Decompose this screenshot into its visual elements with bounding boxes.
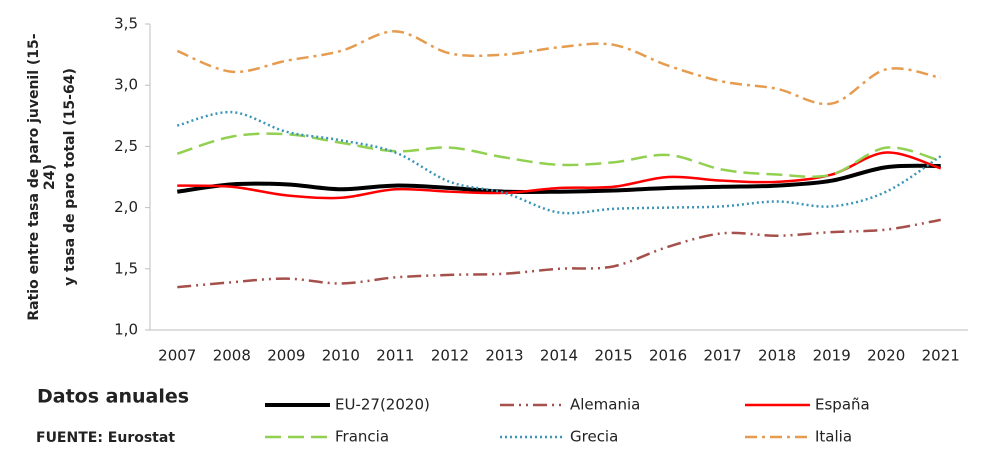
x-tick-label: 2016 xyxy=(649,347,687,365)
x-tick-label: 2021 xyxy=(922,347,960,365)
x-tick-label: 2013 xyxy=(485,347,523,365)
series-line xyxy=(176,30,941,106)
series-line xyxy=(176,132,942,178)
legend-label: España xyxy=(815,396,870,414)
note: Datos anuales xyxy=(37,386,189,408)
x-tick-label: 2017 xyxy=(704,347,742,365)
legend-label: Alemania xyxy=(570,396,640,414)
note: FUENTE: Eurostat xyxy=(36,430,175,446)
legend-label: Italia xyxy=(815,428,852,446)
y-axis-label: y tasa de paro total (15-64) xyxy=(62,68,78,286)
series-line xyxy=(176,163,941,195)
series-line xyxy=(177,151,942,200)
y-tick-label: 3,5 xyxy=(114,15,138,33)
x-tick-label: 2014 xyxy=(540,347,578,365)
legend-label: Francia xyxy=(335,428,389,446)
legend-label: Grecia xyxy=(570,428,618,446)
series-line xyxy=(177,218,941,289)
series-line xyxy=(176,110,942,215)
x-tick-label: 2020 xyxy=(867,347,905,365)
legend-label: EU-27(2020) xyxy=(335,396,430,414)
y-axis-label: Ratio entre tasa de paro juvenil (15- xyxy=(26,33,42,320)
x-tick-label: 2019 xyxy=(813,347,851,365)
x-tick-label: 2011 xyxy=(376,347,414,365)
y-axis-label: 24) xyxy=(42,164,58,190)
y-tick-label: 1,0 xyxy=(114,321,138,339)
y-tick-label: 1,5 xyxy=(114,259,138,277)
y-tick-label: 2,5 xyxy=(114,137,138,155)
x-tick-label: 2015 xyxy=(594,347,632,365)
x-tick-label: 2008 xyxy=(213,347,251,365)
x-tick-label: 2009 xyxy=(267,347,305,365)
y-tick-label: 2,0 xyxy=(114,198,138,216)
x-tick-label: 2012 xyxy=(431,347,469,365)
x-tick-label: 2007 xyxy=(158,347,196,365)
y-tick-label: 3,0 xyxy=(114,76,138,94)
x-tick-label: 2010 xyxy=(322,347,360,365)
x-tick-label: 2018 xyxy=(758,347,796,365)
